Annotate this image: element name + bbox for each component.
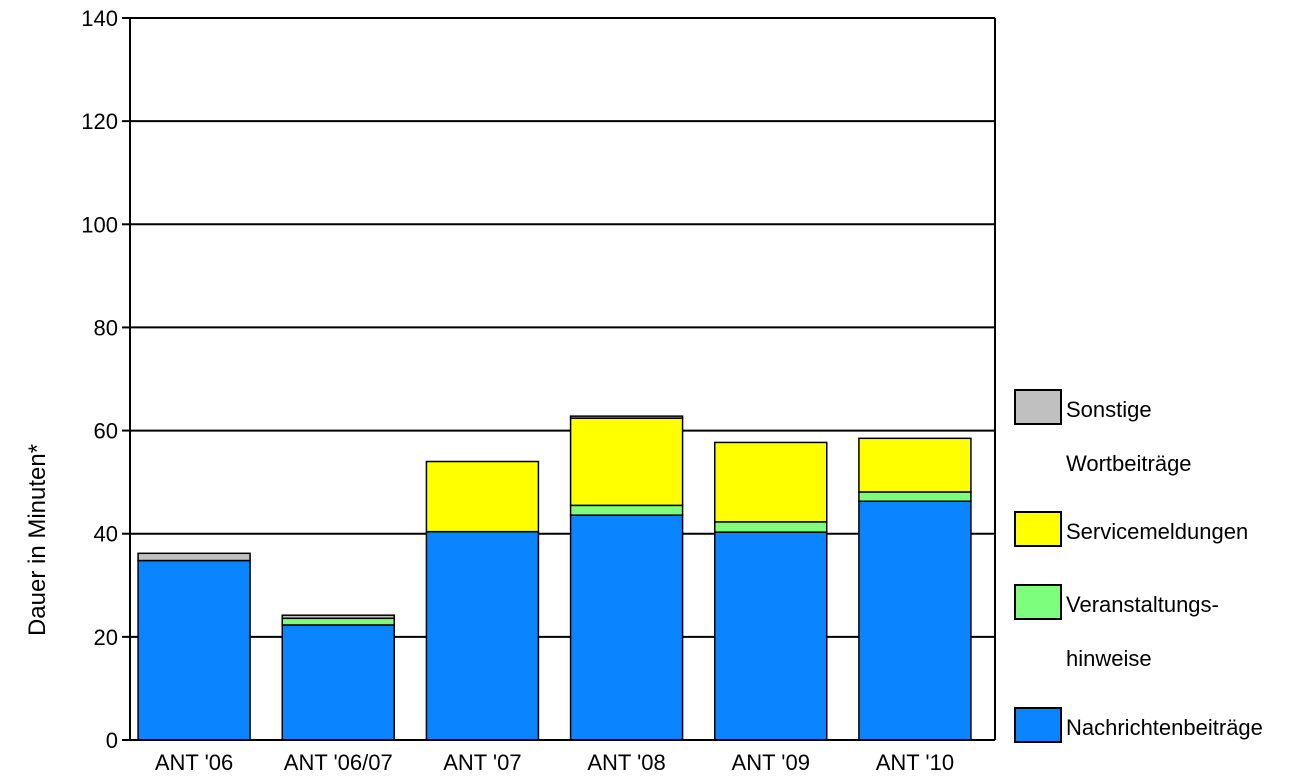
legend: Sonstige Wortbeiträge Servicemeldungen Vera… bbox=[1014, 389, 1263, 743]
bar-segment bbox=[569, 417, 684, 507]
y-tick-label: 20 bbox=[94, 625, 118, 650]
bar-segment bbox=[569, 504, 684, 516]
legend-label: Veranstaltungs- bbox=[1066, 592, 1219, 617]
bar-segment bbox=[714, 441, 828, 523]
x-tick-label: ANT '06/07 bbox=[284, 750, 393, 775]
y-tick-label: 60 bbox=[94, 419, 118, 444]
x-tick-label: ANT '06 bbox=[155, 750, 233, 775]
y-tick-label: 140 bbox=[81, 6, 118, 31]
bar-segment bbox=[714, 531, 828, 741]
legend-label: Nachrichtenbeiträge bbox=[1066, 715, 1263, 740]
bar-segment bbox=[569, 514, 684, 741]
x-tick-label: ANT '10 bbox=[876, 750, 954, 775]
bar-segment bbox=[858, 437, 972, 493]
legend-swatch bbox=[1014, 511, 1062, 547]
y-tick-label: 80 bbox=[94, 315, 118, 340]
legend-label: Sonstige bbox=[1066, 397, 1152, 422]
bar-segment bbox=[714, 521, 828, 533]
bar-segment bbox=[281, 624, 395, 741]
x-tick-label: ANT '09 bbox=[732, 750, 810, 775]
y-tick-label: 100 bbox=[81, 212, 118, 237]
legend-swatch bbox=[1014, 389, 1062, 425]
legend-label: Servicemeldungen bbox=[1066, 519, 1248, 544]
bar-segment bbox=[137, 552, 251, 562]
bar-segment bbox=[137, 559, 251, 741]
bar-segment bbox=[858, 500, 972, 741]
y-tick-label: 40 bbox=[94, 522, 118, 547]
bar-segment bbox=[281, 614, 395, 620]
x-tick-label: ANT '08 bbox=[587, 750, 665, 775]
legend-label: Wortbeiträge bbox=[1066, 451, 1192, 476]
legend-swatch bbox=[1014, 707, 1062, 743]
bars bbox=[137, 415, 972, 741]
axes: 0 20 40 60 80 100 120 140 ANT '06 ANT '06/07 ANT '… bbox=[81, 6, 996, 775]
legend-label: hinweise bbox=[1066, 646, 1152, 671]
bar-segment bbox=[425, 530, 540, 741]
bar-segment bbox=[858, 491, 972, 502]
bar-segment bbox=[281, 617, 395, 626]
x-tick-label: ANT '07 bbox=[443, 750, 521, 775]
y-tick-label: 0 bbox=[106, 728, 118, 753]
legend-swatch bbox=[1014, 584, 1062, 620]
y-tick-label: 120 bbox=[81, 109, 118, 134]
y-axis-label: Dauer in Minuten* bbox=[24, 444, 51, 636]
bar-segment bbox=[425, 460, 540, 533]
bar-segment bbox=[569, 415, 684, 419]
